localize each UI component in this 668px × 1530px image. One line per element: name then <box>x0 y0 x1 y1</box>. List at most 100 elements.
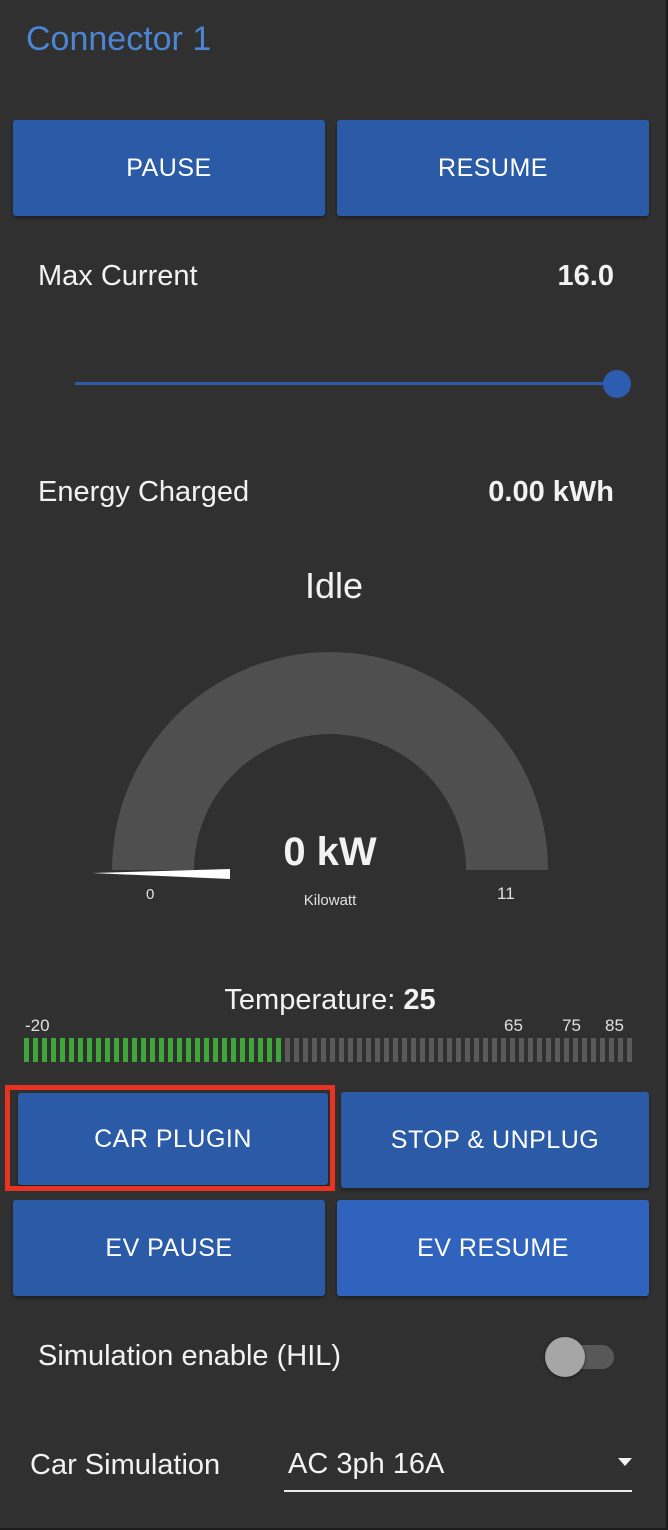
temperature-bar-segment <box>474 1038 479 1062</box>
temperature-bar-segment <box>123 1038 128 1062</box>
temperature-bar-segment <box>96 1038 101 1062</box>
power-gauge-max: 11 <box>497 884 515 903</box>
car-simulation-select[interactable]: AC 3ph 16A <box>284 1440 632 1492</box>
temperature-bar-segment <box>555 1038 560 1062</box>
temperature-bar-segment <box>456 1038 461 1062</box>
temperature-bar-segment <box>132 1038 137 1062</box>
car-simulation-selected: AC 3ph 16A <box>288 1448 445 1480</box>
temperature-bar-segment <box>618 1038 623 1062</box>
temperature-bar-segment <box>600 1038 605 1062</box>
temperature-bar-segment <box>69 1038 74 1062</box>
chevron-down-icon <box>618 1458 632 1466</box>
power-gauge <box>92 652 548 879</box>
temperature-bar-segment <box>510 1038 515 1062</box>
temperature-value: 25 <box>403 984 436 1016</box>
energy-charged-value: 0.00 kWh <box>488 476 614 508</box>
max-current-slider-thumb[interactable] <box>603 370 631 398</box>
max-current-value: 16.0 <box>557 260 614 292</box>
max-current-label: Max Current <box>38 260 198 292</box>
temperature-bar-segment <box>177 1038 182 1062</box>
temperature-bar-segment <box>249 1038 254 1062</box>
temperature-bar-segment <box>303 1038 308 1062</box>
power-gauge-needle <box>92 869 230 879</box>
temperature-bar-segment <box>627 1038 632 1062</box>
temperature-bar-segment <box>141 1038 146 1062</box>
temperature-tick-min: -20 <box>25 1016 50 1035</box>
temperature-bar-segment <box>24 1038 29 1062</box>
simulation-enable-label: Simulation enable (HIL) <box>38 1340 342 1372</box>
temperature-bar-segment <box>285 1038 290 1062</box>
resume-button[interactable]: RESUME <box>337 120 649 216</box>
temperature-bar-segment <box>159 1038 164 1062</box>
temperature-bar-segment <box>348 1038 353 1062</box>
temperature-bar-segment <box>447 1038 452 1062</box>
temperature-bar-segment <box>483 1038 488 1062</box>
ev-resume-button[interactable]: EV RESUME <box>337 1200 649 1296</box>
temperature-bar-segment <box>294 1038 299 1062</box>
temperature-bar-segment <box>60 1038 65 1062</box>
temperature-tick-85: 85 <box>605 1016 624 1035</box>
temperature-bar-segment <box>609 1038 614 1062</box>
temperature-bar-segment <box>114 1038 119 1062</box>
car-plugin-button[interactable]: CAR PLUGIN <box>18 1093 328 1185</box>
temperature-bar-segment <box>375 1038 380 1062</box>
temperature-bar-segment <box>564 1038 569 1062</box>
power-gauge-unit: Kilowatt <box>303 892 357 909</box>
temperature-bar-segment <box>366 1038 371 1062</box>
temperature-bar-segment <box>582 1038 587 1062</box>
temperature-bar-segment <box>411 1038 416 1062</box>
simulation-enable-toggle-thumb[interactable] <box>545 1337 585 1377</box>
temperature-bar-segment <box>105 1038 110 1062</box>
temperature-bar-segment <box>519 1038 524 1062</box>
temperature-label-text: Temperature: <box>224 984 404 1016</box>
temperature-bar-segment <box>312 1038 317 1062</box>
temperature-bar-segment <box>78 1038 83 1062</box>
temperature-bar-segment <box>330 1038 335 1062</box>
stop-unplug-button[interactable]: STOP & UNPLUG <box>341 1092 649 1188</box>
temperature-bar-segment <box>429 1038 434 1062</box>
temperature-bar-segment <box>573 1038 578 1062</box>
temperature-bar-segment <box>213 1038 218 1062</box>
temperature-bar-segment <box>204 1038 209 1062</box>
power-gauge-arc <box>112 652 548 870</box>
temperature-bar-segment <box>267 1038 272 1062</box>
max-current-slider-track[interactable] <box>75 382 620 385</box>
car-simulation-label: Car Simulation <box>30 1449 221 1481</box>
temperature-bar-segment <box>276 1038 281 1062</box>
temperature-bar-segment <box>357 1038 362 1062</box>
temperature-bar-segment <box>33 1038 38 1062</box>
temperature-bar-segment <box>420 1038 425 1062</box>
temperature-label: Temperature: 25 <box>0 984 660 1017</box>
temperature-bar-segment <box>321 1038 326 1062</box>
temperature-bar-segment <box>501 1038 506 1062</box>
temperature-bar-segment <box>492 1038 497 1062</box>
pause-button[interactable]: PAUSE <box>13 120 325 216</box>
ev-pause-button[interactable]: EV PAUSE <box>13 1200 325 1296</box>
temperature-bar-segment <box>240 1038 245 1062</box>
temperature-bar-segment <box>402 1038 407 1062</box>
temperature-tick-75: 75 <box>562 1016 581 1035</box>
temperature-bar-segment <box>51 1038 56 1062</box>
temperature-tick-65: 65 <box>504 1016 523 1035</box>
temperature-bar-segment <box>546 1038 551 1062</box>
temperature-bar-segment <box>465 1038 470 1062</box>
temperature-bar-segment <box>195 1038 200 1062</box>
energy-charged-label: Energy Charged <box>38 476 250 508</box>
temperature-bar-segment <box>528 1038 533 1062</box>
temperature-bar-segment <box>186 1038 191 1062</box>
temperature-bar-segment <box>87 1038 92 1062</box>
temperature-bar-segment <box>222 1038 227 1062</box>
temperature-bar-segment <box>168 1038 173 1062</box>
temperature-bar-segment <box>258 1038 263 1062</box>
temperature-bar-segment <box>438 1038 443 1062</box>
temperature-bar <box>24 1038 636 1062</box>
power-gauge-value: 0 kW <box>283 830 377 874</box>
connector-title: Connector 1 <box>26 20 212 58</box>
temperature-bar-segment <box>339 1038 344 1062</box>
temperature-bar-segment <box>537 1038 542 1062</box>
temperature-bar-segment <box>393 1038 398 1062</box>
temperature-bar-segment <box>384 1038 389 1062</box>
temperature-bar-segment <box>231 1038 236 1062</box>
charging-status: Idle <box>304 565 364 606</box>
